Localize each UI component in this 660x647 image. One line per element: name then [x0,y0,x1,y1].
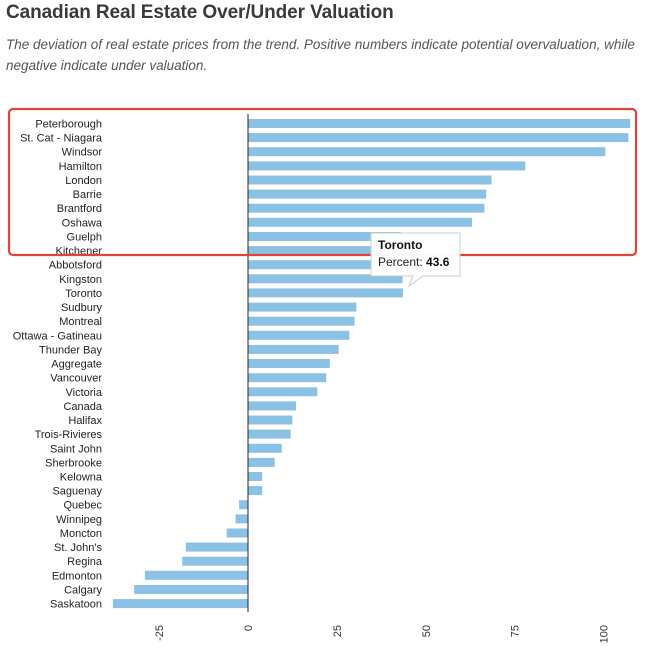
category-label: Quebec [63,500,102,512]
bar-barrie[interactable] [248,189,487,199]
category-label: Abbotsford [49,260,102,272]
category-label: Saskatoon [50,599,102,611]
x-tick-label: 50 [421,625,433,637]
tooltip-value-line: Percent: 43.6 [378,255,450,269]
category-label: Regina [67,556,103,568]
bar-trois-rivieres[interactable] [248,429,291,439]
category-label: Guelph [67,232,102,244]
category-label: Saint John [50,443,102,455]
bar-peterborough[interactable] [248,119,631,128]
bar-hamilton[interactable] [248,161,526,171]
x-tick-label: -25 [154,625,166,641]
category-label: Moncton [60,528,102,540]
bar-calgary[interactable] [134,585,248,594]
category-label: Kingston [59,274,102,286]
category-label: St. Cat - Niagara [20,133,103,145]
category-label: Toronto [65,288,102,300]
bar-st-john-s[interactable] [185,542,248,552]
bar-saint-john[interactable] [248,443,282,453]
category-label: Barrie [73,189,102,201]
bar-winnipeg[interactable] [235,514,248,524]
category-label: Saguenay [52,486,102,498]
bar-abbotsford[interactable] [248,260,403,270]
bar-thunder-bay[interactable] [248,344,339,354]
tooltip: Toronto Percent: 43.6 [370,232,461,288]
bar-oshawa[interactable] [248,217,472,227]
x-tick-label: 0 [243,625,255,631]
bar-st-cat-niagara[interactable] [248,133,629,143]
bar-saguenay[interactable] [248,486,263,496]
bar-windsor[interactable] [248,147,606,157]
bar-guelph[interactable] [248,232,401,241]
x-axis-ticks: -25 0 25 50 75 100 [154,625,610,643]
bar-saskatoon[interactable] [112,599,249,609]
x-tick-label: 75 [510,625,522,637]
bar-regina[interactable] [182,556,248,566]
bar-montreal[interactable] [248,316,355,326]
tooltip-title: Toronto [378,238,422,252]
category-label: Vancouver [50,373,102,385]
category-label: Sudbury [61,302,102,314]
bar-victoria[interactable] [248,387,318,397]
category-label: Hamilton [59,161,102,173]
x-tick-label: 100 [599,625,611,643]
bar-vancouver[interactable] [248,373,327,383]
category-label: Oshawa [62,217,103,229]
page-subtitle: The deviation of real estate prices from… [6,37,635,73]
bar-kingston[interactable] [248,274,403,284]
bar-halifax[interactable] [248,415,293,425]
category-label: Windsor [62,147,103,159]
category-label: Calgary [64,585,102,597]
bar-edmonton[interactable] [144,570,248,580]
bar-sherbrooke[interactable] [248,457,275,467]
category-label: Peterborough [35,119,102,131]
bar-london[interactable] [248,175,492,185]
category-label: Montreal [59,316,102,328]
category-label: Kelowna [60,472,103,484]
bar-sudbury[interactable] [248,302,357,312]
highlight-box [7,107,638,257]
page-title: Canadian Real Estate Over/Under Valuatio… [6,2,394,23]
category-label: Aggregate [51,359,102,371]
bar-kelowna[interactable] [248,472,263,481]
bar-brantford[interactable] [248,203,485,213]
bar-aggregate[interactable] [248,359,330,368]
category-label: Victoria [66,387,103,399]
category-label: Ottawa - Gatineau [13,330,102,342]
tooltip-box [370,232,461,288]
category-label: Sherbrooke [45,457,102,469]
x-tick-label: 25 [332,625,344,637]
category-label: London [65,175,102,187]
category-label: Trois-Rivieres [35,429,103,441]
category-label: Edmonton [52,570,102,582]
category-labels: Peterborough St. Cat - Niagara Windsor Hami… [13,119,103,611]
bar-quebec[interactable] [239,500,248,510]
category-label: Halifax [68,415,102,427]
bar-canada[interactable] [248,401,296,411]
category-label: St. John's [54,542,102,554]
category-label: Thunder Bay [39,344,102,356]
tooltip-value: 43.6 [426,255,450,269]
category-label: Winnipeg [56,514,102,526]
bar-moncton[interactable] [226,528,248,538]
bar-ottawa-gatineau[interactable] [248,330,350,340]
bars-layer [112,119,631,609]
bar-kitchener[interactable] [248,246,401,256]
category-label: Brantford [57,203,102,215]
tooltip-series-label: Percent: [378,255,426,269]
category-label: Canada [63,401,102,413]
bar-toronto[interactable] [248,288,403,298]
